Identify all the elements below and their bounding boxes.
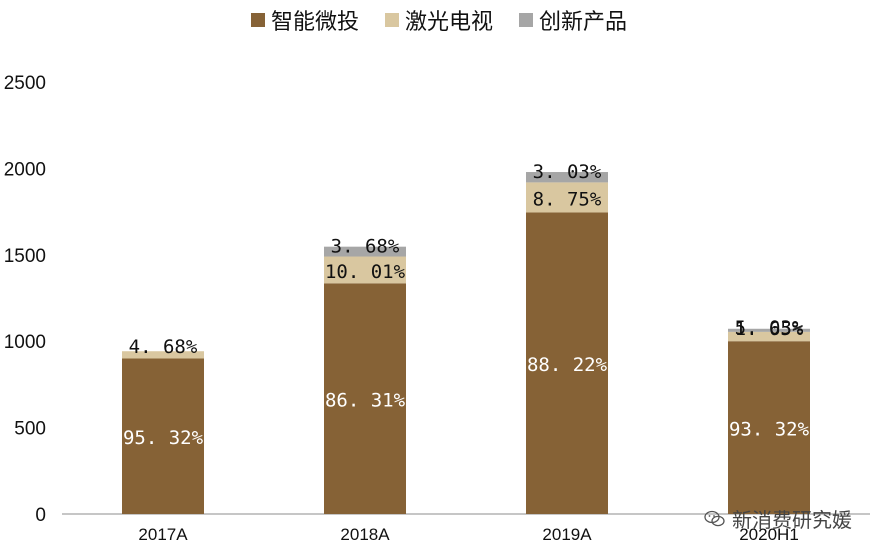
bar-segment-2	[728, 331, 810, 342]
legend-swatch-series-1	[250, 13, 265, 27]
bar-segment-3	[526, 172, 608, 183]
legend-label-series-2: 激光电视	[404, 10, 493, 35]
wechat-icon	[704, 510, 725, 526]
y-tick-label: 1000	[4, 332, 46, 353]
y-tick-label: 0	[35, 505, 46, 526]
data-label: 93. 32%	[729, 419, 810, 441]
legend-item-series-1: 智能微投	[250, 4, 359, 36]
y-tick-label: 500	[14, 419, 46, 440]
bar-segment-1	[526, 212, 608, 515]
x-tick-label: 2017A	[138, 525, 188, 544]
y-tick-label: 2000	[4, 159, 46, 180]
data-label: 8. 75%	[533, 188, 602, 210]
data-label: 88. 22%	[527, 354, 608, 376]
bar-segment-2	[122, 351, 204, 359]
data-label: 95. 32%	[123, 427, 204, 449]
bar-segment-3	[324, 246, 406, 257]
x-tick-label: 2020H1	[739, 525, 799, 544]
watermark-text: 新消费研究媛	[732, 508, 852, 532]
y-tick-label: 1500	[4, 246, 46, 267]
watermark: 新消费研究媛	[704, 504, 852, 533]
data-label: 3. 68%	[331, 236, 400, 258]
y-tick-label: 2500	[4, 73, 46, 94]
legend-label-series-3: 创新产品	[539, 10, 628, 35]
legend-label-series-1: 智能微投	[270, 10, 359, 35]
x-tick-label: 2018A	[340, 525, 390, 544]
legend-swatch-series-2	[384, 13, 399, 27]
legend-item-series-2: 激光电视	[384, 4, 493, 36]
data-label: 10. 01%	[325, 261, 406, 283]
bar-segment-1	[324, 283, 406, 514]
bar-segment-2	[324, 256, 406, 284]
bar-segment-1	[122, 358, 204, 514]
legend-swatch-series-3	[519, 13, 533, 27]
data-label: 1. 65%	[735, 318, 804, 340]
chart-legend: 智能微投 激光电视 创新产品	[0, 4, 878, 36]
legend-item-series-3: 创新产品	[519, 4, 627, 36]
x-tick-label: 2019A	[542, 525, 592, 544]
data-label: 86. 31%	[325, 390, 406, 412]
bar-segment-3	[728, 328, 810, 332]
data-label: 5. 03%	[735, 317, 804, 339]
bar-segment-2	[526, 182, 608, 213]
data-label: 4. 68%	[129, 336, 198, 358]
bar-segment-1	[728, 341, 810, 514]
data-label: 3. 03%	[533, 161, 602, 183]
